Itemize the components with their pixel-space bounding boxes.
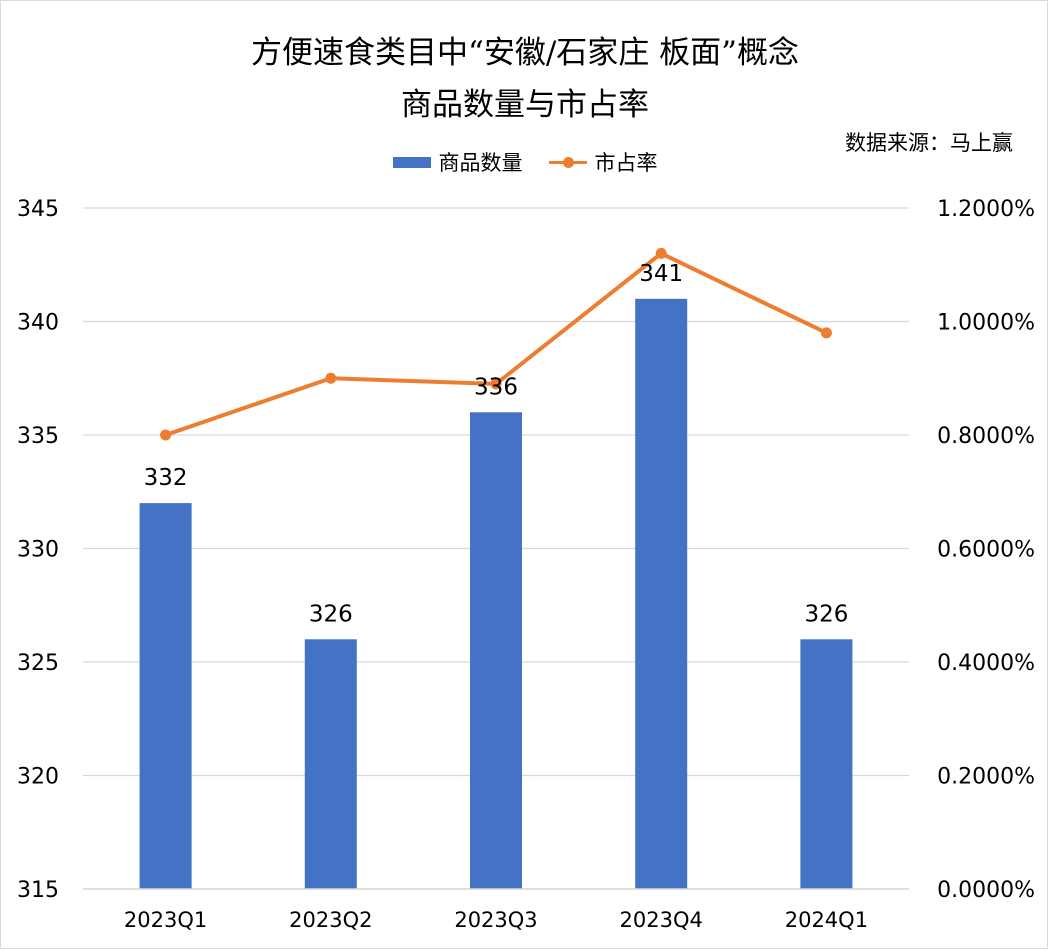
- x-tick-label: 2023Q3: [454, 908, 537, 932]
- legend-item-bars: 商品数量: [392, 147, 523, 177]
- y-right-tick-label: 0.2000%: [937, 765, 1035, 790]
- y-left-tick-label: 330: [17, 538, 59, 563]
- x-tick-label: 2023Q1: [124, 908, 207, 932]
- bar-data-label: 336: [474, 374, 518, 400]
- bar: [635, 298, 688, 889]
- y-left-tick-label: 320: [17, 765, 59, 790]
- bar: [470, 412, 522, 889]
- y-right-tick-label: 0.4000%: [937, 651, 1035, 676]
- share-line: [163, 251, 829, 437]
- y-right-tick-label: 0.6000%: [937, 538, 1035, 563]
- bar-data-label: 332: [144, 465, 188, 491]
- bar-data-label: 326: [804, 601, 848, 627]
- legend-label-bars: 商品数量: [438, 151, 523, 175]
- y-left-tick-label: 325: [17, 651, 59, 676]
- chart-title: 方便速食类目中“安徽/石家庄 板面”概念: [251, 35, 799, 71]
- y-right-tick-label: 0.8000%: [937, 424, 1035, 449]
- share-point: [490, 378, 502, 390]
- y-left-tick-label: 335: [17, 424, 59, 449]
- x-tick-label: 2023Q2: [289, 908, 372, 932]
- chart-legend: 商品数量 市占率: [1, 147, 1048, 177]
- legend-item-line: 市占率: [548, 147, 658, 177]
- legend-line-swatch: [548, 156, 587, 168]
- y-right-tick-label: 1.0000%: [937, 311, 1035, 336]
- share-point: [325, 372, 337, 384]
- data-source-note: 数据来源：马上赢: [845, 131, 1013, 155]
- bar-data-label: 341: [639, 261, 683, 287]
- x-tick-label: 2024Q1: [785, 908, 868, 932]
- bar-data-label: 326: [309, 601, 353, 627]
- legend-bar-swatch: [392, 156, 431, 168]
- share-point: [820, 327, 832, 339]
- bar: [800, 639, 853, 889]
- bar: [139, 503, 192, 889]
- y-right-tick-label: 0.0000%: [937, 878, 1035, 903]
- legend-label-line: 市占率: [594, 151, 658, 175]
- y-left-tick-label: 340: [17, 311, 59, 336]
- y-left-tick-label: 315: [17, 878, 59, 903]
- chart-subtitle: 商品数量与市占率: [401, 87, 649, 123]
- x-tick-label: 2023Q4: [620, 908, 703, 932]
- share-point: [160, 429, 172, 441]
- y-left-tick-label: 345: [17, 197, 59, 222]
- share-point: [655, 247, 667, 259]
- bar: [304, 639, 357, 889]
- y-right-tick-label: 1.2000%: [937, 197, 1035, 222]
